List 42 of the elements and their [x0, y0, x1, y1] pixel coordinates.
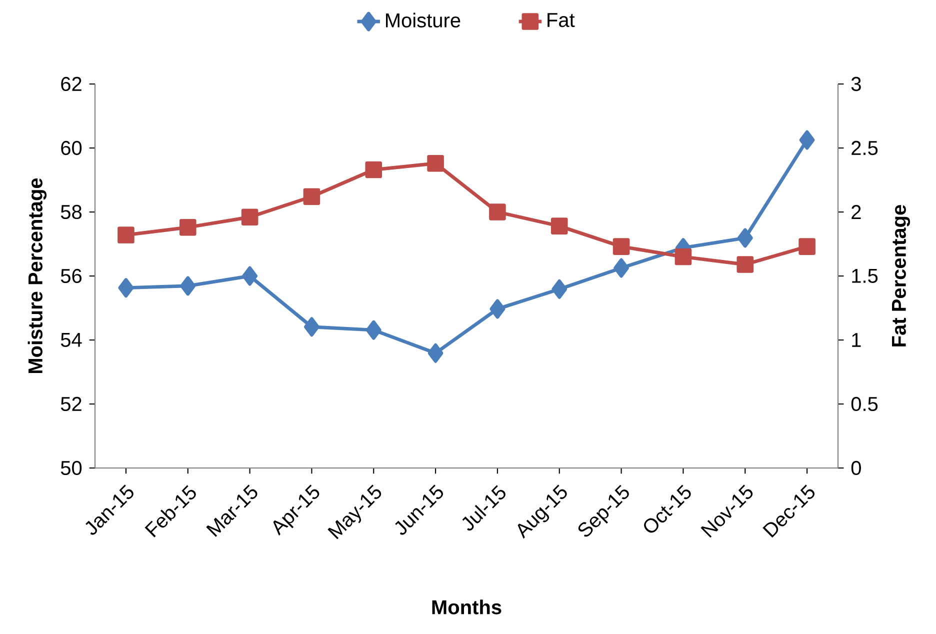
point [614, 258, 630, 278]
point [674, 248, 692, 266]
y-tick-label: 54 [60, 333, 82, 347]
y2-axis-title: Fat Percentage [892, 205, 910, 346]
legend-label: Moisture [386, 12, 460, 28]
point [118, 278, 134, 298]
point [799, 130, 815, 150]
point [552, 279, 568, 299]
y-tick-label: 60 [61, 140, 82, 156]
y-tick-label: 50 [60, 460, 82, 476]
x-axis-title: Months [432, 600, 502, 614]
point [428, 343, 444, 363]
y-tick-label: 52 [60, 396, 82, 412]
point [366, 320, 382, 340]
y-tick-label: 58 [60, 204, 82, 220]
y2-tick-label: 0.5 [851, 396, 878, 412]
point [365, 161, 382, 178]
point [180, 276, 196, 296]
y-tick-label: 56 [60, 268, 82, 284]
y-axis-title: Moisture Percentage [28, 178, 47, 374]
y-tick-label: 62 [61, 76, 82, 92]
y2-tick-label: 1.5 [852, 269, 878, 283]
point [612, 238, 630, 255]
legend-label: Fat [548, 13, 575, 28]
y2-tick-label: 3 [851, 76, 861, 92]
point [489, 204, 506, 220]
point [427, 154, 444, 172]
point [303, 188, 320, 206]
y2-tick-label: 2.5 [852, 140, 878, 156]
point [736, 256, 754, 273]
point [242, 266, 258, 286]
y2-tick-label: 0 [851, 460, 861, 476]
point [179, 218, 196, 236]
point [304, 317, 320, 337]
point [118, 226, 134, 244]
point [490, 299, 506, 319]
point [550, 218, 568, 234]
point [737, 228, 753, 248]
point [798, 238, 816, 255]
point [241, 208, 258, 226]
y2-tick-label: 1 [852, 333, 861, 347]
y2-tick-label: 2 [852, 205, 861, 219]
